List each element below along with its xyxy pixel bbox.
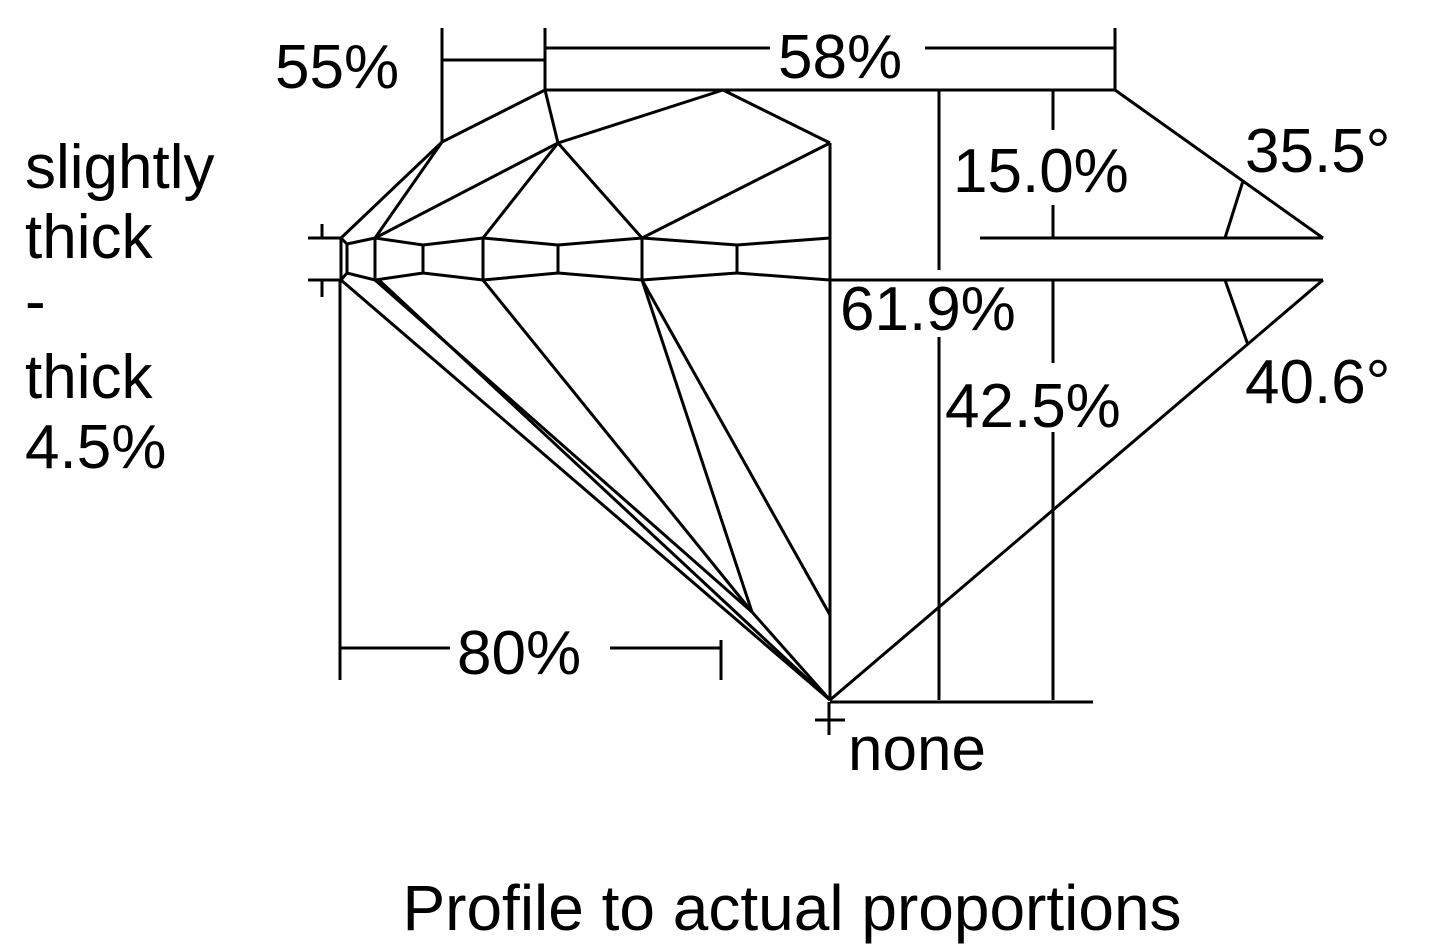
girdle-label-line-1: slightly	[25, 133, 215, 202]
pavilion-facets	[340, 278, 832, 702]
total-depth-label: 61.9%	[840, 275, 1016, 344]
girdle-label-line-5: 4.5%	[25, 413, 166, 482]
dimension-lines	[338, 28, 1324, 735]
crown-angle-label: 35.5°	[1245, 117, 1390, 186]
girdle-label-line-3: -	[25, 267, 46, 336]
crown-facets	[339, 88, 1115, 700]
girdle-label-line-4: thick	[25, 343, 153, 412]
pavilion-angle-label: 40.6°	[1245, 348, 1390, 417]
diagram-title: Profile to actual proportions	[402, 872, 1181, 944]
girdle-label-line-2: thick	[25, 203, 153, 272]
crown-depth-label: 15.0%	[953, 137, 1129, 206]
pavilion-depth-label: 42.5%	[945, 372, 1121, 441]
culet-label: none	[848, 715, 986, 784]
crown-height-label: 55%	[275, 33, 399, 102]
table-label: 58%	[778, 23, 902, 92]
lower-half-label: 80%	[457, 619, 581, 688]
